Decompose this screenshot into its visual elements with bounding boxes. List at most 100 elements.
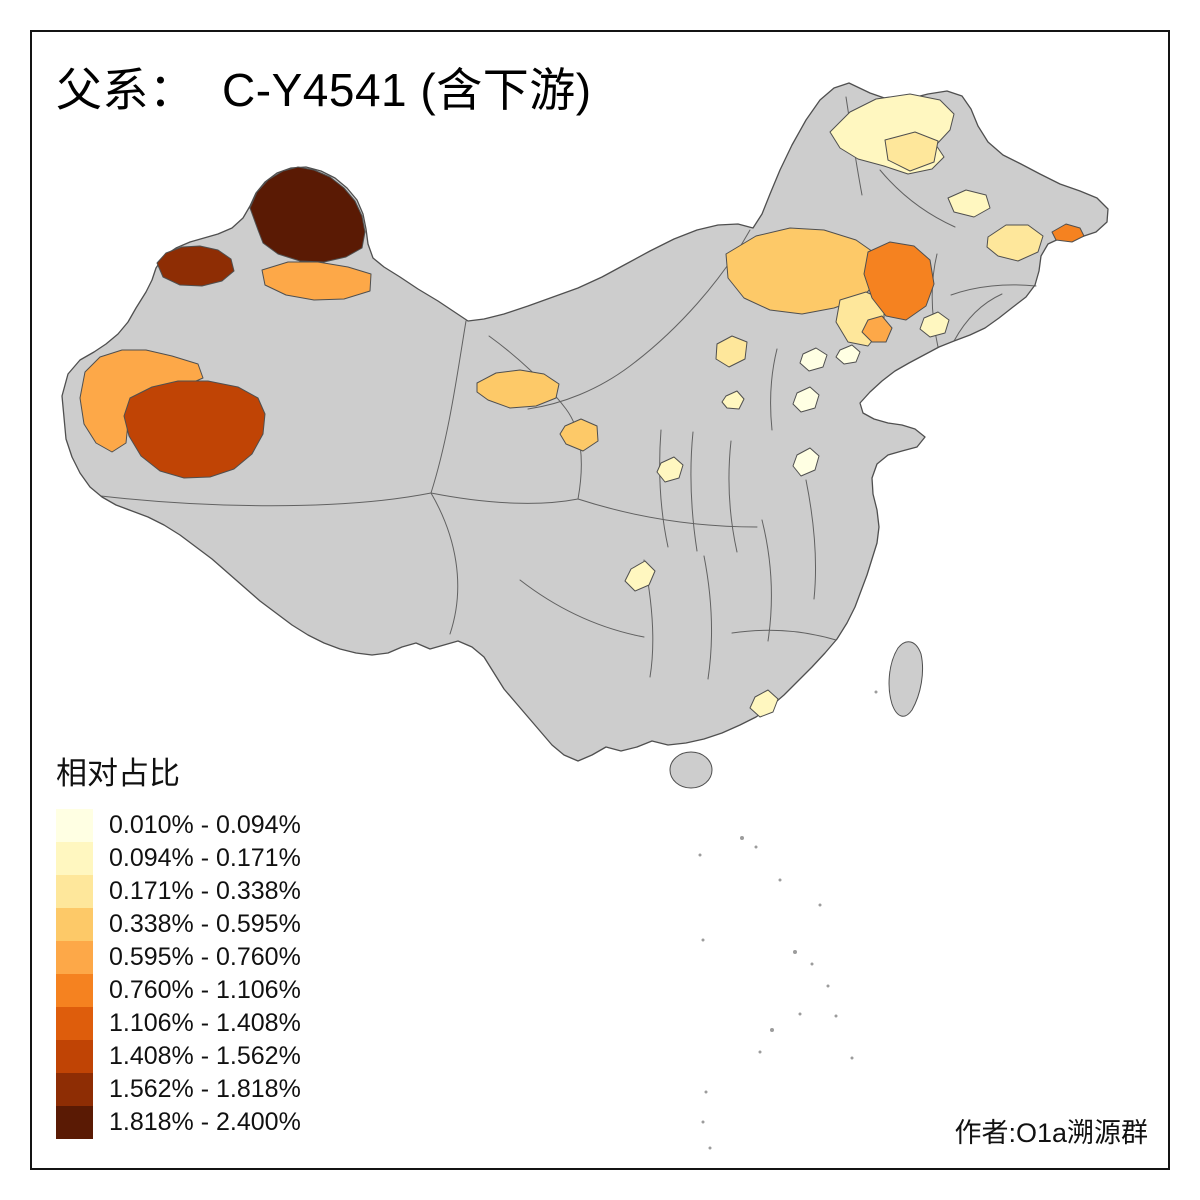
map-region: [861, 315, 893, 343]
map-region: [799, 347, 828, 372]
province-border-line: [527, 229, 751, 410]
map-region: [1051, 223, 1085, 243]
author-credit: 作者:O1a溯源群: [954, 1118, 1148, 1148]
islet: [818, 903, 822, 907]
map-region: [919, 311, 950, 338]
hainan-island: [669, 751, 713, 789]
province-border-line: [659, 429, 669, 548]
islet: [826, 984, 830, 988]
province-border-line: [761, 519, 772, 642]
province-border-line: [953, 293, 1003, 342]
legend-swatch: [56, 941, 93, 974]
legend-label: 0.338% - 0.595%: [109, 910, 301, 938]
legend-title: 相对占比: [56, 756, 180, 791]
islet: [740, 836, 744, 840]
islet: [874, 690, 878, 694]
legend-row: 1.818% - 2.400%: [56, 1106, 301, 1139]
map-region: [863, 241, 935, 321]
province-border-line: [931, 253, 939, 348]
colored-regions-layer: [79, 93, 1085, 718]
legend-swatch: [56, 1040, 93, 1073]
province-border-line: [879, 169, 956, 228]
province-border-line: [430, 320, 467, 494]
legend-label: 1.562% - 1.818%: [109, 1075, 301, 1103]
islet: [701, 938, 705, 942]
map-region: [476, 369, 560, 409]
legend-swatch: [56, 842, 93, 875]
islands: [669, 641, 924, 789]
taiwan-island: [888, 641, 924, 717]
legend-label: 0.171% - 0.338%: [109, 877, 301, 905]
islet: [778, 878, 782, 882]
islet: [708, 1146, 712, 1150]
legend-label: 0.595% - 0.760%: [109, 943, 301, 971]
province-border-line: [430, 492, 579, 504]
legend-row: 0.094% - 0.171%: [56, 842, 301, 875]
map-region: [656, 456, 684, 483]
province-border-line: [519, 579, 645, 638]
south-china-sea-islets: [698, 690, 878, 1150]
legend-swatch: [56, 1007, 93, 1040]
map-region: [721, 390, 745, 410]
map-region: [624, 560, 656, 592]
province-border-line: [577, 498, 758, 528]
province-border-line: [770, 348, 778, 431]
legend-row: 0.010% - 0.094%: [56, 809, 301, 842]
province-border-line: [731, 629, 837, 641]
map-region: [792, 386, 820, 413]
islet: [793, 950, 797, 954]
map-region: [947, 189, 991, 218]
map-region: [835, 344, 861, 365]
map-region: [792, 447, 820, 477]
map-region: [986, 224, 1044, 262]
legend-label: 0.010% - 0.094%: [109, 811, 301, 839]
islet: [698, 853, 702, 857]
islet: [834, 1014, 838, 1018]
islet: [798, 1012, 802, 1016]
legend: 相对占比 0.010% - 0.094% 0.094% - 0.171% 0.171…: [56, 748, 301, 1139]
islet: [770, 1028, 774, 1032]
islet: [701, 1120, 705, 1124]
legend-row: 1.562% - 1.818%: [56, 1073, 301, 1106]
province-border-line: [728, 440, 738, 553]
province-border-line: [703, 555, 712, 680]
province-border-line: [430, 492, 459, 635]
islet: [754, 845, 758, 849]
map-region: [559, 418, 599, 452]
legend-swatch: [56, 875, 93, 908]
legend-swatch: [56, 1073, 93, 1106]
province-border-line: [690, 431, 698, 552]
map-region: [749, 689, 779, 718]
map-region: [249, 166, 366, 263]
islet: [704, 1090, 708, 1094]
legend-row: 0.760% - 1.106%: [56, 974, 301, 1007]
legend-row: 1.106% - 1.408%: [56, 1007, 301, 1040]
province-border-line: [950, 284, 1037, 296]
legend-row: 0.338% - 0.595%: [56, 908, 301, 941]
legend-row: 0.171% - 0.338%: [56, 875, 301, 908]
legend-row: 1.408% - 1.562%: [56, 1040, 301, 1073]
plot-frame-border: [30, 30, 1170, 1170]
map-region: [156, 245, 235, 287]
legend-swatch: [56, 1106, 93, 1139]
legend-label: 0.094% - 0.171%: [109, 844, 301, 872]
legend-swatch: [56, 908, 93, 941]
page-title: 父系： C-Y4541 (含下游): [56, 64, 592, 116]
map-region: [123, 380, 266, 479]
map-region: [261, 261, 372, 301]
legend-swatch: [56, 974, 93, 1007]
province-border-line: [488, 335, 582, 500]
legend-row: 0.595% - 0.760%: [56, 941, 301, 974]
legend-label: 1.818% - 2.400%: [109, 1108, 301, 1136]
map-region: [715, 335, 748, 368]
map-region: [884, 131, 939, 172]
legend-swatch: [56, 809, 93, 842]
islet: [850, 1056, 854, 1060]
legend-label: 1.408% - 1.562%: [109, 1042, 301, 1070]
legend-label: 1.106% - 1.408%: [109, 1009, 301, 1037]
legend-label: 0.760% - 1.106%: [109, 976, 301, 1004]
province-border-line: [100, 492, 432, 507]
legend-rows: 0.010% - 0.094% 0.094% - 0.171% 0.171% - 0…: [56, 809, 301, 1139]
province-border-line: [805, 479, 817, 600]
